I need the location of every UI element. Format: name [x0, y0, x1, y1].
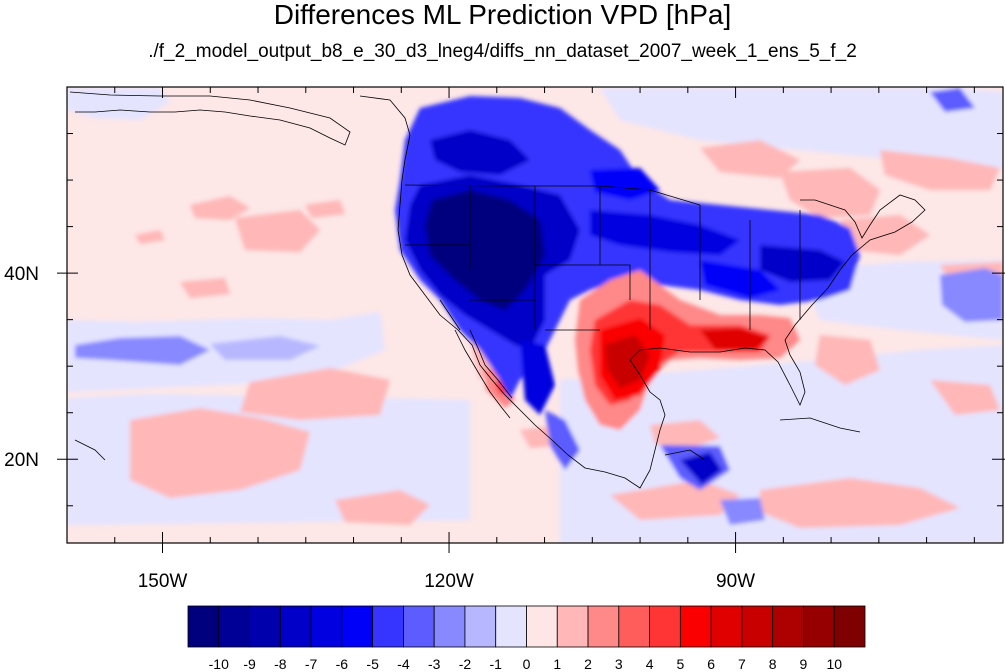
vpd-difference-field	[67, 88, 1003, 543]
field-region	[600, 88, 1003, 170]
field-region	[135, 230, 165, 244]
colorbar-swatch	[649, 605, 681, 648]
colorbar-swatch	[772, 605, 804, 648]
chart-title: Differences ML Prediction VPD [hPa]	[273, 0, 732, 30]
field-region	[430, 130, 530, 175]
field-region	[545, 410, 580, 470]
colorbar-swatch	[833, 605, 866, 648]
field-region	[760, 478, 960, 528]
field-region	[720, 498, 765, 525]
field-region	[780, 168, 880, 218]
colorbar-swatch	[249, 605, 281, 648]
field-region	[615, 272, 650, 298]
field-region	[130, 408, 310, 498]
colorbar-label: 2	[584, 656, 592, 672]
colorbar-label: 6	[707, 656, 715, 672]
colorbar-label: -2	[459, 656, 472, 672]
plot-frame	[66, 86, 1004, 544]
field-region	[680, 452, 722, 485]
colorbar-swatch	[587, 605, 620, 648]
colorbar-swatch	[464, 605, 497, 648]
field-region	[880, 150, 1000, 190]
colorbar-swatch	[341, 605, 374, 648]
colorbar-swatch	[679, 605, 712, 648]
colorbar-swatch	[495, 605, 527, 648]
colorbar-swatch	[526, 605, 558, 648]
colorbar-label: 0	[523, 656, 531, 672]
lon-tick-label: 120W	[424, 571, 474, 592]
field-region	[75, 336, 210, 365]
colorbar-swatch	[218, 605, 250, 648]
colorbar-label: -1	[490, 656, 503, 672]
field-region	[760, 245, 845, 282]
colorbar-label: -3	[428, 656, 441, 672]
colorbar-swatch	[618, 605, 650, 648]
colorbar-swatch	[556, 605, 589, 648]
colorbar: -10 -9 -8 -7 -6 -5 -4 -3 -2 -1 0 1 2 3 4 5 6 7 8 9 10	[187, 605, 866, 672]
colorbar-label: 8	[769, 656, 777, 672]
field-region	[590, 168, 660, 200]
colorbar-label: -7	[305, 656, 318, 672]
north-america-coastline	[69, 91, 926, 489]
field-region	[240, 368, 390, 420]
colorbar-swatch	[710, 605, 743, 648]
field-region	[210, 336, 320, 360]
coastlines	[69, 91, 926, 489]
lat-tick-label: 40N	[4, 264, 39, 285]
field-region	[425, 190, 545, 310]
field-region	[190, 196, 250, 220]
colorbar-label: 1	[553, 656, 561, 672]
colorbar-label: 5	[676, 656, 684, 672]
colorbar-label: -10	[209, 656, 229, 672]
colorbar-swatch	[372, 605, 404, 648]
lon-tick-label: 150W	[138, 571, 188, 592]
field-region	[930, 88, 975, 112]
cuba-coastline	[779, 417, 861, 433]
colorbar-label: 9	[800, 656, 808, 672]
colorbar-swatch	[433, 605, 466, 648]
colorbar-label: -8	[274, 656, 287, 672]
colorbar-swatch	[803, 605, 835, 648]
lat-tick-label: 20N	[4, 450, 39, 471]
field-region	[235, 210, 320, 252]
field-region	[590, 210, 740, 255]
hawaii-coastline	[74, 439, 106, 461]
map-axes: 150W 120W 90W 40N 20N	[4, 87, 1005, 592]
field-region	[610, 480, 740, 520]
colorbar-label: -9	[243, 656, 256, 672]
field-region	[700, 140, 800, 178]
field-region	[335, 490, 430, 525]
field-region	[650, 420, 720, 448]
colorbar-label: 7	[738, 656, 746, 672]
field-region	[815, 335, 880, 385]
field-region	[605, 335, 650, 388]
field-region	[700, 328, 770, 350]
colorbar-label: -5	[366, 656, 379, 672]
field-region	[930, 380, 1000, 415]
field-region	[700, 260, 780, 298]
colorbar-label: 4	[646, 656, 654, 672]
field-region	[305, 200, 345, 218]
colorbar-label: -4	[397, 656, 410, 672]
lon-tick-label: 90W	[716, 571, 755, 592]
field-region	[180, 278, 230, 298]
colorbar-swatch	[310, 605, 343, 648]
field-region	[940, 268, 1003, 322]
field-region	[520, 340, 555, 415]
colorbar-swatch	[403, 605, 435, 648]
chart-subtitle: ./f_2_model_output_b8_e_30_d3_lneg4/diff…	[148, 41, 857, 62]
colorbar-label: 3	[615, 656, 623, 672]
colorbar-swatch	[279, 605, 312, 648]
colorbar-swatch	[187, 605, 220, 648]
colorbar-label: -6	[336, 656, 349, 672]
colorbar-label: 10	[826, 656, 842, 672]
baja-coastline	[454, 329, 513, 419]
us-borders	[404, 184, 801, 331]
colorbar-swatch	[741, 605, 774, 648]
